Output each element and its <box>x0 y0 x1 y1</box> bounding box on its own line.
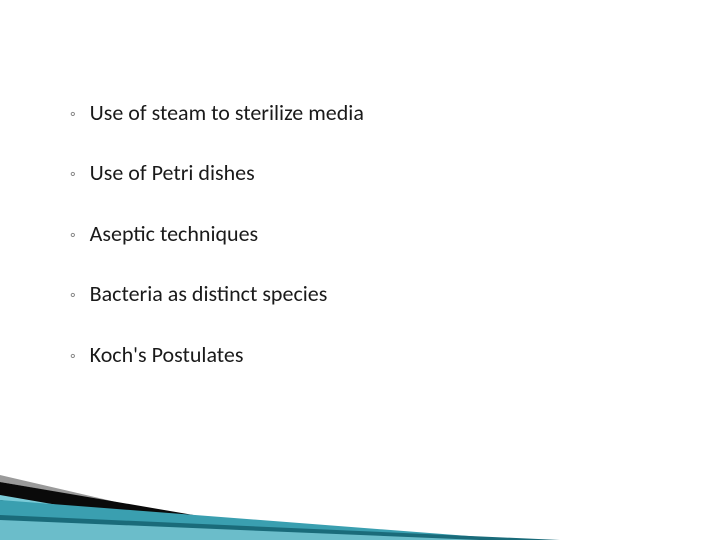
bullet-text: Koch's Postulates <box>90 342 244 368</box>
bullet-marker-icon: ◦ <box>70 288 76 304</box>
list-item: ◦ Koch's Postulates <box>70 342 660 368</box>
list-item: ◦ Aseptic techniques <box>70 221 660 247</box>
slide-decoration <box>0 400 720 540</box>
bullet-marker-icon: ◦ <box>70 228 76 244</box>
bullet-text: Use of steam to sterilize media <box>90 100 364 126</box>
list-item: ◦ Use of steam to sterilize media <box>70 100 660 126</box>
bullet-text: Use of Petri dishes <box>90 160 255 186</box>
bullet-text: Aseptic techniques <box>90 221 259 247</box>
bullet-marker-icon: ◦ <box>70 349 76 365</box>
bullet-marker-icon: ◦ <box>70 167 76 183</box>
bullet-list: ◦ Use of steam to sterilize media ◦ Use … <box>70 100 660 402</box>
bullet-text: Bacteria as distinct species <box>90 281 328 307</box>
list-item: ◦ Bacteria as distinct species <box>70 281 660 307</box>
list-item: ◦ Use of Petri dishes <box>70 160 660 186</box>
bullet-marker-icon: ◦ <box>70 107 76 123</box>
